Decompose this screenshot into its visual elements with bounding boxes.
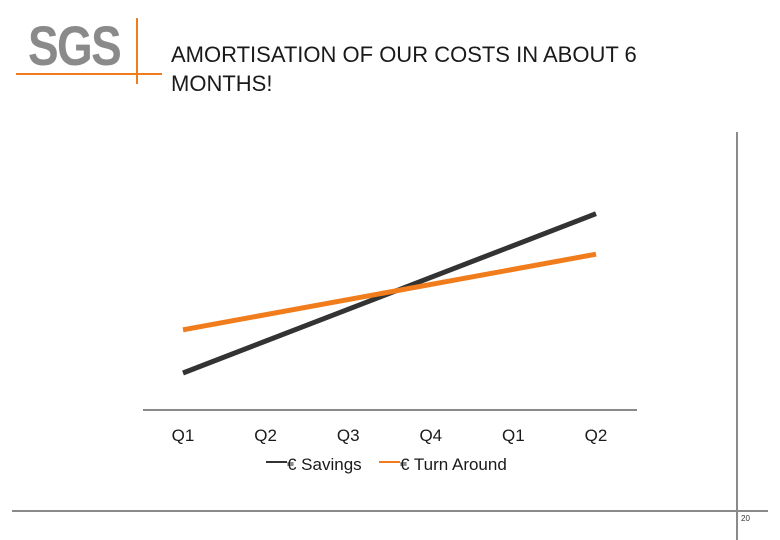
logo-vertical-rule <box>136 18 138 84</box>
slide-title: AMORTISATION OF OUR COSTS IN ABOUT 6 MON… <box>171 42 637 96</box>
x-tick-label: Q2 <box>254 426 277 445</box>
logo-horizontal-rule <box>16 73 162 75</box>
x-tick-label: Q4 <box>419 426 442 445</box>
x-tick-label: Q1 <box>502 426 525 445</box>
series-layer <box>182 211 597 376</box>
x-tick-label: Q2 <box>585 426 608 445</box>
x-tick-label: Q3 <box>337 426 360 445</box>
bottom-divider <box>12 510 768 512</box>
x-tick-label: Q1 <box>172 426 195 445</box>
legend-label: € Turn Around <box>400 455 507 474</box>
right-divider <box>736 132 738 540</box>
legend-label: € Savings <box>287 455 362 474</box>
legend: € Savings € Turn Around <box>266 455 507 474</box>
logo-text: SGS <box>28 14 122 77</box>
page-number: 20 <box>741 514 750 523</box>
series-line-turn-around <box>182 251 597 333</box>
x-tick-labels: Q1 Q2 Q3 Q4 Q1 Q2 <box>172 426 608 445</box>
